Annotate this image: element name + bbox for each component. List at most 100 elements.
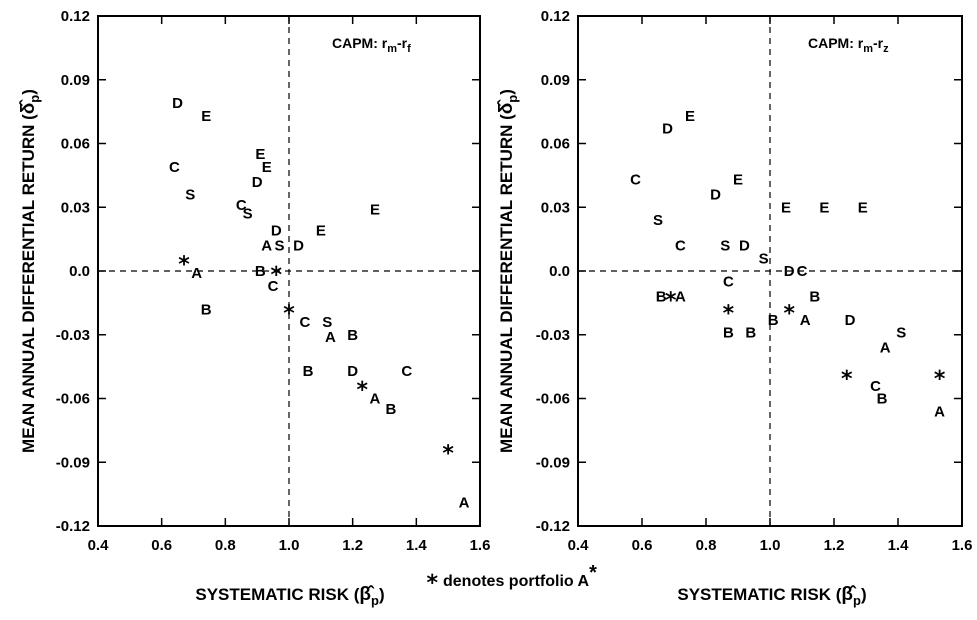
data-point-portfolio-s: S [653, 212, 663, 229]
footnote-star: * [426, 571, 438, 596]
x-axis-label: SYSTEMATIC RISK (β̂p) [677, 584, 866, 608]
data-point-portfolio-a: A [191, 265, 202, 282]
x-tick-label: 0.4 [88, 537, 110, 554]
data-point-portfolio-s: S [720, 238, 730, 255]
data-point-portfolio-a-star: * [283, 301, 295, 326]
x-tick-label: 0.6 [632, 537, 653, 554]
data-point-portfolio-s: S [274, 238, 284, 255]
data-point-portfolio-a-star: * [783, 301, 795, 326]
data-point-portfolio-a: A [261, 238, 272, 255]
y-tick-label: -0.06 [536, 391, 570, 408]
y-tick-label: -0.06 [56, 391, 90, 408]
y-tick-label: 0.03 [541, 199, 570, 216]
y-tick-label: 0.06 [541, 136, 570, 153]
data-point-portfolio-b: B [201, 301, 212, 318]
footnote-text: denotes portfolio A [443, 573, 590, 590]
data-point-portfolio-a: A [880, 340, 891, 357]
data-point-portfolio-a-star: * [841, 367, 853, 392]
data-point-portfolio-s: S [322, 314, 332, 331]
data-point-portfolio-d: D [293, 238, 304, 255]
data-point-portfolio-a: A [800, 312, 811, 329]
data-point-portfolio-d: D [252, 174, 263, 191]
x-tick-label: 0.4 [568, 537, 590, 554]
capm-annotation: CAPM: rm-rf [332, 35, 411, 55]
y-axis-label: MEAN ANNUAL DIFFERENTIAL RETURN (δ̂p) [496, 89, 520, 453]
data-point-portfolio-b: B [255, 263, 266, 280]
footnote-superscript-star: * [589, 562, 597, 584]
data-point-portfolio-s: S [243, 206, 253, 223]
x-tick-label: 1.4 [406, 537, 428, 554]
data-point-portfolio-b: B [745, 325, 756, 342]
data-point-portfolio-c: C [723, 274, 734, 291]
data-point-portfolio-c: C [870, 378, 881, 395]
data-point-portfolio-c: C [630, 172, 641, 189]
data-point-portfolio-a: A [459, 495, 470, 512]
data-point-portfolio-d: D [739, 238, 750, 255]
data-point-portfolio-a: A [370, 391, 381, 408]
data-point-portfolio-d: D [845, 312, 856, 329]
data-point-portfolio-e: E [858, 199, 868, 216]
data-point-portfolio-d: D [784, 263, 795, 280]
data-point-portfolio-c: C [236, 197, 247, 214]
y-tick-label: -0.03 [56, 327, 90, 344]
y-tick-label: -0.03 [536, 327, 570, 344]
x-tick-label: 1.4 [888, 537, 910, 554]
y-tick-label: -0.09 [536, 454, 570, 471]
footnote: * denotes portfolio A* [426, 562, 597, 596]
data-point-portfolio-c: C [268, 278, 279, 295]
svg-text:denotes portfolio A*: denotes portfolio A* [443, 562, 597, 590]
right-panel-capm-rz: 0.12 0.09 0.06 0.03 0.0 -0.03 -0.06 -0.09 -0.12 0… [496, 8, 972, 608]
y-tick-label: 0.0 [69, 263, 90, 280]
data-point-portfolio-e: E [255, 146, 265, 163]
capm-annotation: CAPM: rm-rz [808, 35, 889, 55]
data-point-portfolio-a-star: * [271, 263, 283, 288]
data-point-portfolio-b: B [768, 312, 779, 329]
data-point-portfolio-d: D [271, 223, 282, 240]
data-point-portfolio-b: B [723, 325, 734, 342]
x-tick-label: 1.6 [952, 537, 973, 554]
data-point-portfolio-d: D [172, 95, 183, 112]
x-axis-label: SYSTEMATIC RISK (β̂p) [195, 584, 384, 608]
data-point-portfolio-b: B [303, 363, 314, 380]
x-tick-label: 1.2 [824, 537, 845, 554]
y-tick-label: -0.12 [536, 518, 570, 535]
data-point-portfolio-e: E [316, 223, 326, 240]
data-point-portfolio-a-star: * [178, 252, 190, 277]
data-point-portfolio-d: D [662, 121, 673, 138]
x-tick-label: 1.0 [760, 537, 781, 554]
data-point-portfolio-d: D [710, 187, 721, 204]
x-tick-label: 0.6 [151, 537, 172, 554]
y-tick-label: -0.09 [56, 454, 90, 471]
data-point-portfolio-e: E [781, 199, 791, 216]
data-point-portfolio-a-star: * [723, 301, 735, 326]
data-point-portfolio-c: C [675, 238, 686, 255]
data-point-portfolio-e: E [370, 201, 380, 218]
data-point-portfolio-c: C [401, 363, 412, 380]
x-tick-label: 1.2 [342, 537, 363, 554]
y-tick-label: 0.03 [61, 199, 90, 216]
data-point-portfolio-e: E [262, 159, 272, 176]
data-point-portfolio-s: S [185, 187, 195, 204]
x-tick-label: 1.6 [470, 537, 491, 554]
data-point-portfolio-a-star: * [356, 378, 368, 403]
x-tick-label: 1.0 [279, 537, 300, 554]
data-point-portfolio-b: B [347, 327, 358, 344]
data-point-portfolio-b: B [809, 289, 820, 306]
data-point-portfolio-d: D [347, 363, 358, 380]
y-tick-label: 0.12 [541, 8, 570, 25]
y-tick-label: 0.0 [549, 263, 570, 280]
data-point-portfolio-b: B [877, 391, 888, 408]
data-point-portfolio-a-star: * [665, 289, 677, 314]
data-point-portfolio-e: E [685, 108, 695, 125]
data-point-portfolio-e: E [733, 172, 743, 189]
data-point-portfolio-e: E [819, 199, 829, 216]
data-point-portfolio-c: C [299, 314, 310, 331]
data-point-portfolio-e: E [201, 108, 211, 125]
left-panel-capm-rf: 0.12 0.09 0.06 0.03 0.0 -0.03 -0.06 -0.09 -0.12 0… [18, 8, 490, 608]
data-point-portfolio-a-star: * [442, 442, 454, 467]
x-tick-label: 0.8 [215, 537, 236, 554]
data-point-portfolio-a-star: * [934, 367, 946, 392]
y-tick-label: 0.06 [61, 136, 90, 153]
y-tick-label: -0.12 [56, 518, 90, 535]
